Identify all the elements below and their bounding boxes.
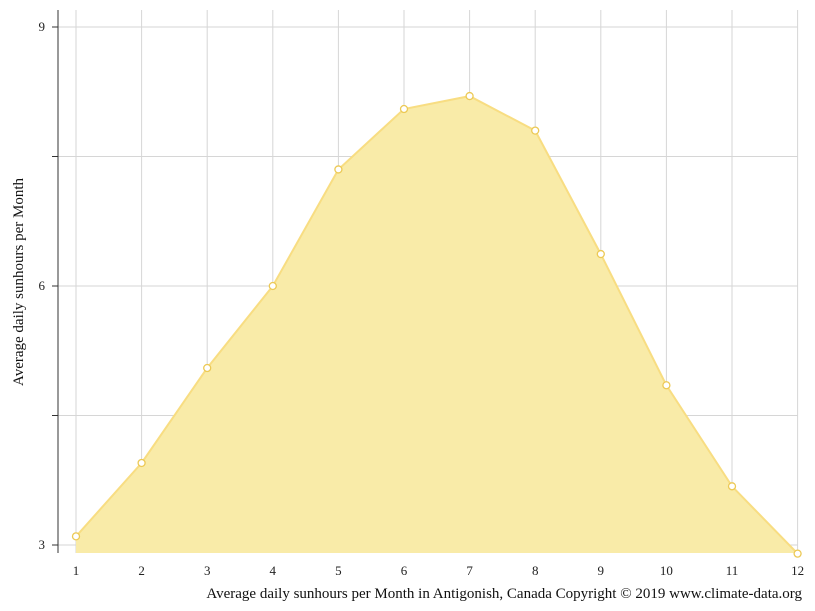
data-point-5 [334,165,343,174]
data-point-12 [793,549,802,558]
y-axis-ticks: 9 6 3 [39,19,58,552]
data-point-3 [203,363,212,373]
x-tick-label-6: 6 [401,563,408,578]
area-fill [76,96,798,554]
chart-caption: Average daily sunhours per Month in Anti… [206,586,802,602]
x-tick-label-7: 7 [466,563,473,578]
data-point-7 [465,91,474,101]
data-point-9 [596,249,605,259]
data-point-10 [662,381,671,390]
x-tick-label-12: 12 [791,563,804,578]
y-axis-title: Average daily sunhours per Month [11,178,27,387]
data-point-2 [137,458,146,468]
x-tick-label-3: 3 [204,563,211,578]
data-point-6 [399,104,409,114]
data-point-11 [727,482,737,491]
x-axis-ticks: 1 2 3 4 5 6 7 8 9 10 11 12 [73,563,804,578]
x-tick-label-9: 9 [598,563,605,578]
x-tick-label-1: 1 [73,563,80,578]
x-tick-label-5: 5 [335,563,342,578]
data-point-4 [268,281,277,291]
x-tick-label-10: 10 [660,563,673,578]
data-points [71,91,802,558]
data-point-8 [531,126,540,135]
series-line [75,95,799,555]
data-point-1 [71,532,81,541]
x-tick-label-8: 8 [532,563,539,578]
y-tick-label-3: 3 [39,537,46,552]
y-tick-label-9: 9 [39,19,46,34]
y-tick-label-6: 6 [39,278,46,293]
x-tick-label-11: 11 [726,563,739,578]
x-tick-label-2: 2 [138,563,145,578]
x-tick-label-4: 4 [270,563,277,578]
